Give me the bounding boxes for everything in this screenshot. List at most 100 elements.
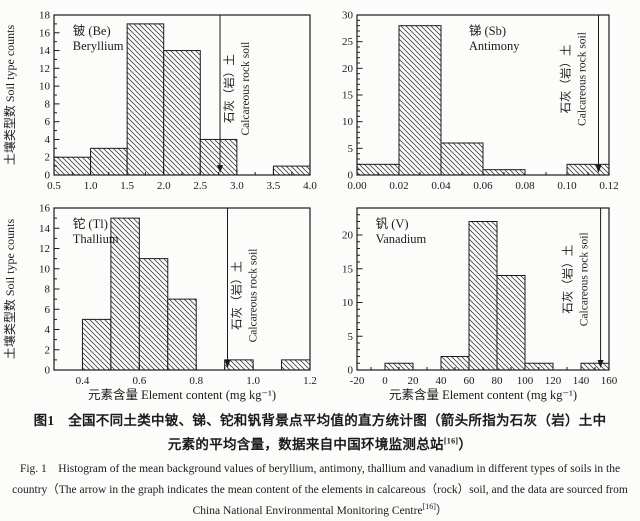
calcareous-label-cn: 石灰（岩）土 bbox=[230, 261, 244, 330]
x-axis-title: 元素含量 Element content (mg kg⁻¹) bbox=[88, 387, 276, 402]
y-tick-label: 15 bbox=[342, 263, 354, 275]
calcareous-arrow-head bbox=[597, 360, 604, 368]
caption-chinese-close: ） bbox=[458, 436, 473, 452]
histogram-bar bbox=[281, 359, 311, 371]
y-tick-label: 16 bbox=[39, 27, 51, 39]
x-tick-label: 0.5 bbox=[47, 180, 61, 192]
x-tick-label: 20 bbox=[408, 375, 420, 387]
element-label-en: Antimony bbox=[469, 39, 520, 53]
x-tick-label: 0.12 bbox=[599, 180, 618, 192]
histogram-thallium: 0.4 0.6 0.8 1.0 1.2 0 2 4 6 8 10 12 14 16 石灰（岩）土 Calcar… bbox=[2, 203, 317, 403]
x-tick-label: 160 bbox=[601, 375, 618, 387]
x-tick-label: 2.5 bbox=[193, 180, 207, 192]
calcareous-label-en: Calcareous rock soil bbox=[577, 32, 589, 126]
y-tick-label: 14 bbox=[39, 45, 51, 57]
histogram-beryllium: 0.5 1.0 1.5 2.0 2.5 3.0 3.5 4.0 0 2 4 6 8 10 12 14 16 18 石… bbox=[2, 10, 317, 193]
histogram-bar bbox=[126, 23, 165, 176]
calcareous-label-en: Calcareous rock soil bbox=[248, 249, 260, 343]
axis-ticks: 0.4 0.6 0.8 1.0 1.2 0 2 4 6 8 10 12 14 16 bbox=[39, 203, 317, 388]
element-label-cn: 钒 (V) bbox=[376, 216, 409, 231]
y-tick-label: 12 bbox=[39, 63, 50, 75]
y-tick-label: 18 bbox=[39, 10, 51, 22]
y-tick-label: 10 bbox=[342, 297, 354, 309]
y-tick-label: 15 bbox=[342, 90, 354, 102]
figure-captions: 图1 全国不同土类中铍、锑、铊和钒背景点平均值的直方统计图（箭头所指为石灰（岩）… bbox=[0, 407, 640, 521]
x-tick-label: -20 bbox=[350, 375, 365, 387]
histogram-bar bbox=[90, 147, 128, 176]
caption-english-close: ） bbox=[435, 504, 448, 517]
histogram-bar bbox=[199, 138, 238, 176]
calcareous-arrow-head bbox=[595, 165, 602, 173]
y-tick-label: 10 bbox=[342, 116, 354, 128]
y-tick-label: 0 bbox=[45, 170, 51, 182]
y-tick-label: 2 bbox=[45, 152, 51, 164]
calcareous-label-en: Calcareous rock soil bbox=[240, 42, 252, 136]
y-tick-label: 0 bbox=[348, 365, 354, 377]
histogram-bar bbox=[496, 275, 526, 371]
histogram-bar bbox=[163, 50, 201, 176]
y-tick-label: 4 bbox=[45, 324, 51, 336]
y-tick-label: 6 bbox=[45, 116, 51, 128]
caption-chinese-citation: [16] bbox=[443, 436, 459, 446]
histogram-bar bbox=[81, 318, 112, 371]
x-tick-label: 120 bbox=[545, 375, 562, 387]
y-tick-label: 5 bbox=[348, 331, 354, 343]
caption-chinese: 图1 全国不同土类中铍、锑、铊和钒背景点平均值的直方统计图（箭头所指为石灰（岩）… bbox=[0, 407, 640, 456]
histogram-bar bbox=[398, 25, 442, 176]
caption-english-citation: [16] bbox=[422, 501, 436, 511]
y-tick-label: 16 bbox=[39, 203, 51, 215]
calcareous-label-cn: 石灰（岩）土 bbox=[222, 54, 236, 123]
histogram-bar bbox=[167, 298, 197, 371]
axis-ticks: 0.00 0.02 0.04 0.06 0.08 0.10 0.12 0 5 10 15 20 25 30 bbox=[342, 10, 619, 193]
y-tick-label: 6 bbox=[45, 304, 51, 316]
x-tick-label: 0.08 bbox=[515, 180, 535, 192]
x-tick-label: 0.02 bbox=[389, 180, 408, 192]
x-tick-label: 0.8 bbox=[189, 375, 203, 387]
y-tick-label: 8 bbox=[45, 284, 51, 296]
y-tick-label: 0 bbox=[45, 365, 51, 377]
y-tick-label: 20 bbox=[342, 63, 354, 75]
x-tick-label: 3.5 bbox=[267, 180, 281, 192]
x-tick-label: 1.2 bbox=[303, 375, 317, 387]
x-tick-label: 100 bbox=[517, 375, 534, 387]
y-tick-label: 8 bbox=[45, 98, 51, 110]
x-tick-label: 0.04 bbox=[431, 180, 451, 192]
x-tick-label: 0.6 bbox=[132, 375, 146, 387]
y-tick-label: 10 bbox=[39, 81, 51, 93]
x-tick-label: 80 bbox=[492, 375, 504, 387]
y-axis-title: 土壤类型数 Soil type counts bbox=[2, 219, 17, 360]
x-tick-label: 0.00 bbox=[347, 180, 367, 192]
y-tick-label: 4 bbox=[45, 134, 51, 146]
y-tick-label: 10 bbox=[39, 263, 51, 275]
caption-english: Fig. 1 Histogram of the mean background … bbox=[0, 456, 640, 521]
caption-english-text: Fig. 1 Histogram of the mean background … bbox=[12, 463, 628, 517]
x-tick-label: 1.0 bbox=[246, 375, 260, 387]
x-tick-label: 0.06 bbox=[473, 180, 493, 192]
element-label-en: Beryllium bbox=[73, 39, 124, 53]
y-tick-label: 2 bbox=[45, 344, 51, 356]
x-tick-label: 140 bbox=[573, 375, 590, 387]
y-tick-label: 30 bbox=[342, 10, 354, 22]
y-tick-label: 0 bbox=[348, 170, 354, 182]
y-tick-label: 5 bbox=[348, 143, 354, 155]
x-tick-label: 1.5 bbox=[120, 180, 134, 192]
y-tick-label: 25 bbox=[342, 36, 354, 48]
calcareous-label-en: Calcareous rock soil bbox=[579, 232, 591, 326]
x-tick-label: 60 bbox=[464, 375, 476, 387]
calcareous-arrow-head bbox=[217, 165, 224, 173]
calcareous-label-cn: 石灰（岩）土 bbox=[559, 45, 573, 114]
element-label-en: Vanadium bbox=[376, 232, 427, 246]
x-axis-title: 元素含量 Element content (mg kg⁻¹) bbox=[389, 387, 577, 402]
y-axis-title: 土壤类型数 Soil type counts bbox=[2, 25, 17, 166]
caption-chinese-text: 图1 全国不同土类中铍、锑、铊和钒背景点平均值的直方统计图（箭头所指为石灰（岩）… bbox=[33, 413, 607, 452]
element-label-cn: 铊 (Tl) bbox=[73, 216, 108, 231]
x-tick-label: 1.0 bbox=[84, 180, 98, 192]
y-tick-label: 14 bbox=[39, 223, 51, 235]
calcareous-arrow-head bbox=[224, 360, 231, 368]
x-tick-label: 0.4 bbox=[76, 375, 90, 387]
x-tick-label: 3.0 bbox=[230, 180, 244, 192]
axis-ticks: 0.5 1.0 1.5 2.0 2.5 3.0 3.5 4.0 0 2 4 6 8 10 12 14 16 18 bbox=[39, 10, 317, 193]
element-label-cn: 锑 (Sb) bbox=[469, 24, 506, 38]
